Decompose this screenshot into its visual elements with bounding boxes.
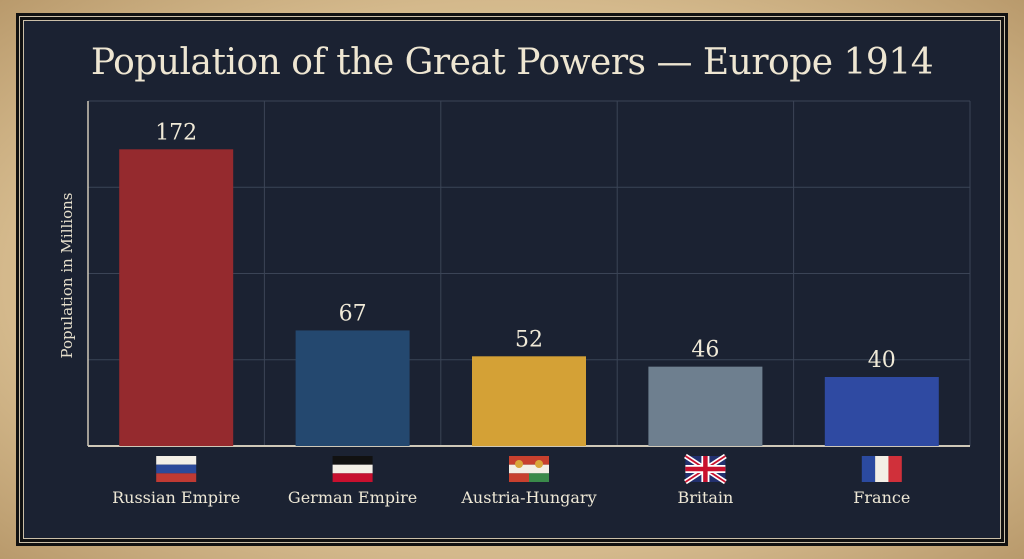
x-tick-label: France <box>853 488 910 507</box>
flag-stripe <box>509 473 529 482</box>
flag-stripe <box>332 473 373 482</box>
bar-russian-empire <box>119 149 234 447</box>
x-tick-label: German Empire <box>288 488 417 507</box>
union-jack-flag-icon <box>684 453 727 485</box>
flag-cross-red <box>685 456 726 482</box>
data-label: 52 <box>515 327 543 352</box>
flag-stripe <box>332 456 373 465</box>
bar-german-empire <box>295 330 410 446</box>
russian-flag-icon <box>156 456 197 482</box>
flag-stripe <box>861 456 876 482</box>
flag-stripe <box>332 464 373 474</box>
y-axis-label: Population in Millions <box>58 193 76 359</box>
crest <box>515 460 523 468</box>
frame-border <box>19 16 1005 543</box>
crest <box>535 460 543 468</box>
flag-stripe <box>875 456 889 482</box>
x-tick-label: Russian Empire <box>112 488 240 507</box>
flag-stripe <box>529 473 549 482</box>
flag-stripe <box>156 473 197 482</box>
x-tick-label: Austria-Hungary <box>460 488 596 507</box>
data-label: 40 <box>868 348 896 373</box>
data-label: 67 <box>339 301 367 326</box>
data-label: 46 <box>691 338 719 363</box>
flag-stripe <box>509 464 529 474</box>
bar-austria-hungary <box>472 356 586 446</box>
flag-stripe <box>156 464 197 474</box>
flag-stripe <box>888 456 902 482</box>
bar-france <box>824 377 939 446</box>
data-label: 172 <box>155 120 197 145</box>
french-flag-icon <box>861 456 902 482</box>
austria-hungary-flag-icon <box>509 456 549 482</box>
chart-title: Population of the Great Powers — Europe … <box>90 42 934 83</box>
x-tick-label: Britain <box>677 488 733 507</box>
bar-britain <box>648 366 763 446</box>
flag-stripe <box>529 464 549 474</box>
german-empire-flag-icon <box>332 456 373 482</box>
flag-stripe <box>156 456 197 465</box>
